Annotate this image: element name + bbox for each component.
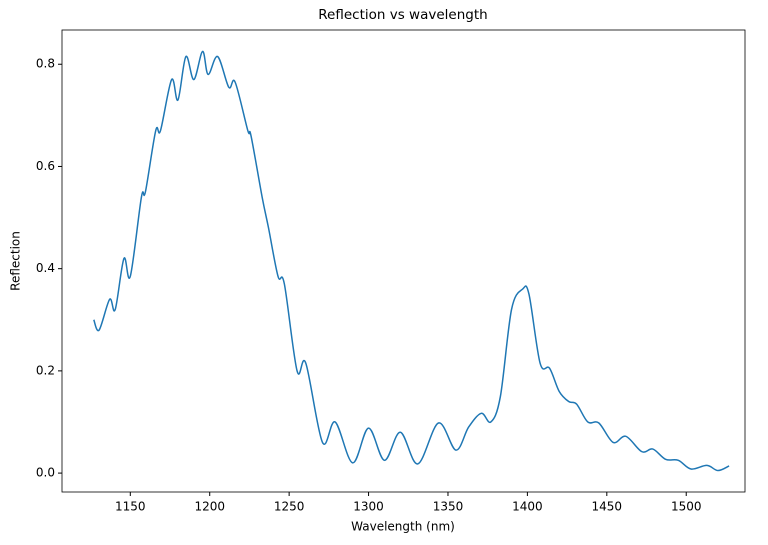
x-tick-label: 1400 (512, 500, 543, 514)
y-tick-label: 0.0 (36, 466, 55, 480)
plot-frame (61, 29, 746, 493)
x-tick-label: 1150 (115, 500, 146, 514)
x-tick-label: 1250 (274, 500, 305, 514)
x-tick-label: 1200 (194, 500, 225, 514)
x-tick-label: 1500 (671, 500, 702, 514)
y-tick-label: 0.8 (36, 57, 55, 71)
y-tick-label: 0.2 (36, 363, 55, 377)
x-axis-label: Wavelength (nm) (351, 520, 455, 534)
x-tick-label: 1300 (353, 500, 384, 514)
y-axis-label: Reflection (9, 231, 23, 291)
y-tick-label: 0.6 (36, 159, 55, 173)
chart-title: Reflection vs wavelength (318, 7, 487, 23)
y-tick-label: 0.4 (36, 261, 55, 275)
x-tick-label: 1350 (433, 500, 464, 514)
x-tick-label: 1450 (592, 500, 623, 514)
data-line (93, 50, 730, 472)
